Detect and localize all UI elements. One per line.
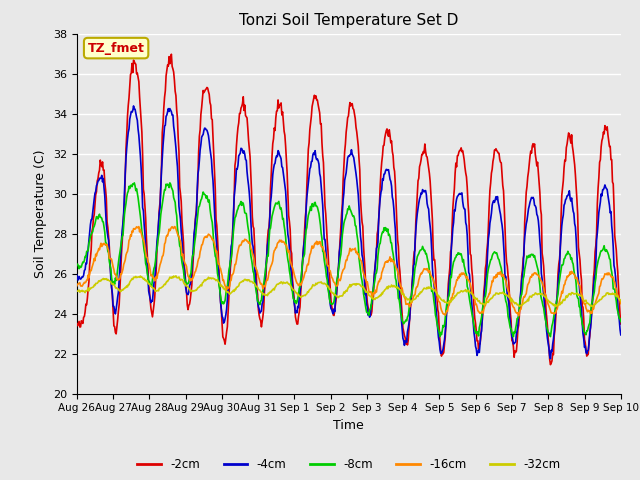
-8cm: [223, 284, 231, 289]
-2cm: [168, 51, 175, 57]
-8cm: [140, 241, 147, 247]
-32cm: [73, 288, 81, 294]
-4cm: [130, 103, 138, 109]
-2cm: [139, 152, 147, 158]
Line: -16cm: -16cm: [77, 227, 621, 316]
-8cm: [73, 262, 81, 267]
-16cm: [195, 256, 202, 262]
-8cm: [131, 180, 138, 186]
-16cm: [171, 224, 179, 229]
Text: TZ_fmet: TZ_fmet: [88, 42, 145, 55]
-4cm: [617, 332, 625, 338]
-4cm: [140, 208, 147, 214]
Legend: -2cm, -4cm, -8cm, -16cm, -32cm: -2cm, -4cm, -8cm, -16cm, -32cm: [132, 454, 565, 476]
-2cm: [73, 321, 81, 326]
-8cm: [509, 334, 517, 340]
-2cm: [547, 362, 554, 368]
Line: -32cm: -32cm: [77, 276, 621, 307]
-4cm: [195, 167, 202, 172]
Line: -4cm: -4cm: [77, 106, 621, 359]
-16cm: [223, 284, 231, 290]
-16cm: [617, 300, 625, 306]
-4cm: [416, 196, 424, 202]
-16cm: [416, 275, 424, 280]
X-axis label: Time: Time: [333, 419, 364, 432]
-32cm: [416, 291, 424, 297]
-16cm: [139, 236, 147, 241]
-32cm: [223, 289, 231, 295]
-4cm: [223, 297, 231, 302]
Title: Tonzi Soil Temperature Set D: Tonzi Soil Temperature Set D: [239, 13, 458, 28]
-2cm: [83, 302, 90, 308]
-8cm: [83, 249, 90, 254]
-16cm: [83, 277, 90, 283]
Line: -8cm: -8cm: [77, 183, 621, 337]
-8cm: [195, 204, 202, 210]
-16cm: [515, 313, 522, 319]
-2cm: [431, 266, 439, 272]
-16cm: [431, 285, 439, 291]
-2cm: [416, 164, 424, 169]
-32cm: [195, 285, 202, 290]
-2cm: [195, 150, 202, 156]
-4cm: [431, 301, 439, 307]
-32cm: [431, 288, 439, 294]
Line: -2cm: -2cm: [77, 54, 621, 365]
-32cm: [139, 275, 147, 281]
-8cm: [431, 312, 439, 318]
-32cm: [617, 298, 625, 303]
-2cm: [617, 321, 625, 327]
-4cm: [547, 356, 554, 361]
-32cm: [83, 288, 90, 294]
-8cm: [416, 249, 424, 254]
-2cm: [223, 324, 231, 330]
-32cm: [172, 273, 180, 279]
-4cm: [83, 261, 90, 266]
Y-axis label: Soil Temperature (C): Soil Temperature (C): [35, 149, 47, 278]
-16cm: [73, 283, 81, 289]
-8cm: [617, 319, 625, 324]
-32cm: [589, 304, 596, 310]
-4cm: [73, 272, 81, 278]
